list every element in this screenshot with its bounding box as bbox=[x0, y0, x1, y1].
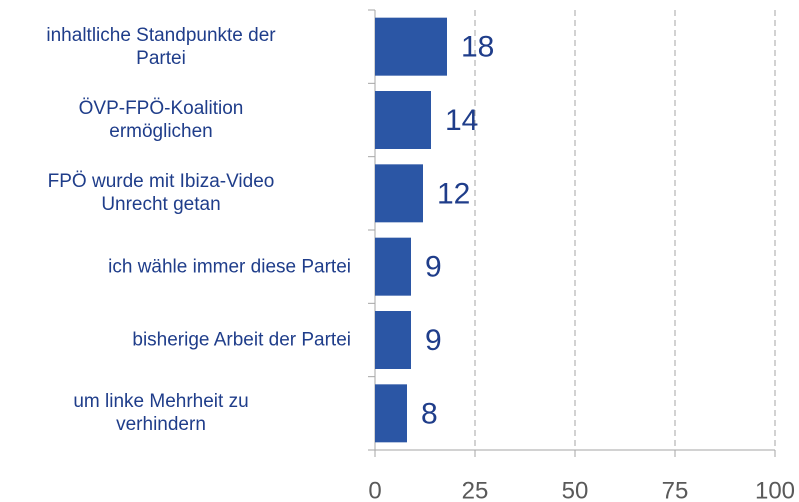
value-label: 14 bbox=[445, 104, 478, 137]
x-tick-label: 100 bbox=[755, 477, 795, 502]
category-label: bisherige Arbeit der Partei bbox=[132, 329, 351, 351]
value-label: 18 bbox=[461, 31, 494, 64]
category-label: um linke Mehrheit zu verhindern bbox=[73, 391, 249, 436]
category-label: ÖVP-FPÖ-Koalition ermöglichen bbox=[78, 98, 244, 142]
x-tick-label: 50 bbox=[562, 477, 589, 502]
category-label: FPÖ wurde mit Ibiza-Video Unrecht getan bbox=[47, 171, 275, 216]
bar bbox=[375, 91, 431, 149]
x-tick-label: 75 bbox=[662, 477, 689, 502]
x-tick-label: 0 bbox=[368, 477, 381, 502]
category-label: inhaltliche Standpunkte der Partei bbox=[46, 24, 276, 69]
bar bbox=[375, 17, 447, 76]
bar bbox=[375, 384, 407, 443]
value-label: 8 bbox=[421, 397, 438, 430]
x-tick-label: 25 bbox=[462, 477, 489, 502]
value-label: 9 bbox=[425, 251, 442, 284]
bar bbox=[375, 164, 423, 223]
value-label: 12 bbox=[437, 177, 470, 210]
category-label: ich wähle immer diese Partei bbox=[108, 256, 351, 278]
value-label: 9 bbox=[425, 324, 442, 357]
bar bbox=[375, 311, 411, 369]
bar bbox=[375, 237, 411, 296]
